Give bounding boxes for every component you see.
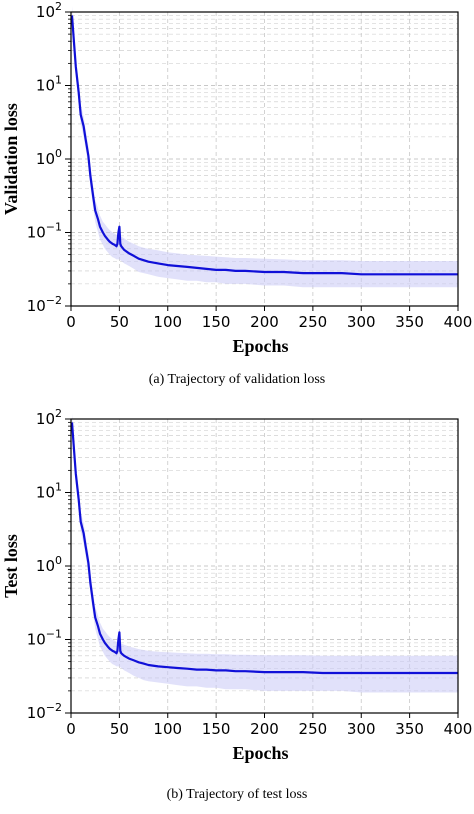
y-tick-label: 10−2 bbox=[27, 701, 62, 722]
y-axis-label: Validation loss bbox=[1, 103, 21, 215]
std-band bbox=[72, 6, 458, 288]
chart-panel-validation: 0 50 100 150 200 250 300 350 400 102 101 100 10−1 10−… bbox=[0, 0, 474, 400]
x-tick-label: 50 bbox=[110, 720, 129, 738]
x-tick-label: 200 bbox=[250, 313, 279, 331]
x-axis-label: Epochs bbox=[232, 336, 288, 356]
caption-validation: (a) Trajectory of validation loss bbox=[148, 372, 326, 387]
x-tick-label: 100 bbox=[153, 313, 182, 331]
y-tick-label: 10−1 bbox=[27, 628, 62, 649]
x-tick-label: 100 bbox=[153, 720, 182, 738]
y-tick-label: 10−2 bbox=[27, 294, 62, 315]
std-band bbox=[72, 413, 458, 693]
y-tick-label: 102 bbox=[36, 407, 62, 428]
test-loss-chart: 0 50 100 150 200 250 300 350 400 102 101 100 10−1 10−… bbox=[1, 407, 473, 763]
y-tick-label: 101 bbox=[36, 481, 62, 502]
x-tick-label: 0 bbox=[66, 720, 76, 738]
x-tick-label: 300 bbox=[347, 313, 376, 331]
loss-line bbox=[70, 15, 458, 276]
x-tick-label: 350 bbox=[395, 720, 424, 738]
y-tick-label: 100 bbox=[36, 554, 62, 575]
x-tick-label: 150 bbox=[202, 720, 231, 738]
x-tick-label: 250 bbox=[299, 720, 328, 738]
loss-line bbox=[70, 422, 458, 675]
y-tick-label: 102 bbox=[36, 0, 62, 21]
y-tick-label: 10−1 bbox=[27, 221, 62, 242]
x-tick-label: 300 bbox=[347, 720, 376, 738]
x-tick-label: 350 bbox=[395, 313, 424, 331]
x-tick-label: 400 bbox=[444, 720, 473, 738]
x-tick-label: 0 bbox=[66, 313, 76, 331]
caption-test: (b) Trajectory of test loss bbox=[166, 787, 308, 802]
x-tick-label: 50 bbox=[110, 313, 129, 331]
x-axis-label: Epochs bbox=[232, 743, 288, 763]
x-tick-label: 400 bbox=[444, 313, 473, 331]
chart-panel-test: 0 50 100 150 200 250 300 350 400 102 101 100 10−1 10−… bbox=[0, 407, 474, 814]
y-tick-label: 101 bbox=[36, 74, 62, 95]
validation-loss-chart: 0 50 100 150 200 250 300 350 400 102 101 100 10−1 10−… bbox=[1, 0, 473, 356]
x-tick-label: 150 bbox=[202, 313, 231, 331]
y-axis-label: Test loss bbox=[1, 534, 21, 598]
y-tick-label: 100 bbox=[36, 147, 62, 168]
x-tick-label: 250 bbox=[299, 313, 328, 331]
x-tick-label: 200 bbox=[250, 720, 279, 738]
